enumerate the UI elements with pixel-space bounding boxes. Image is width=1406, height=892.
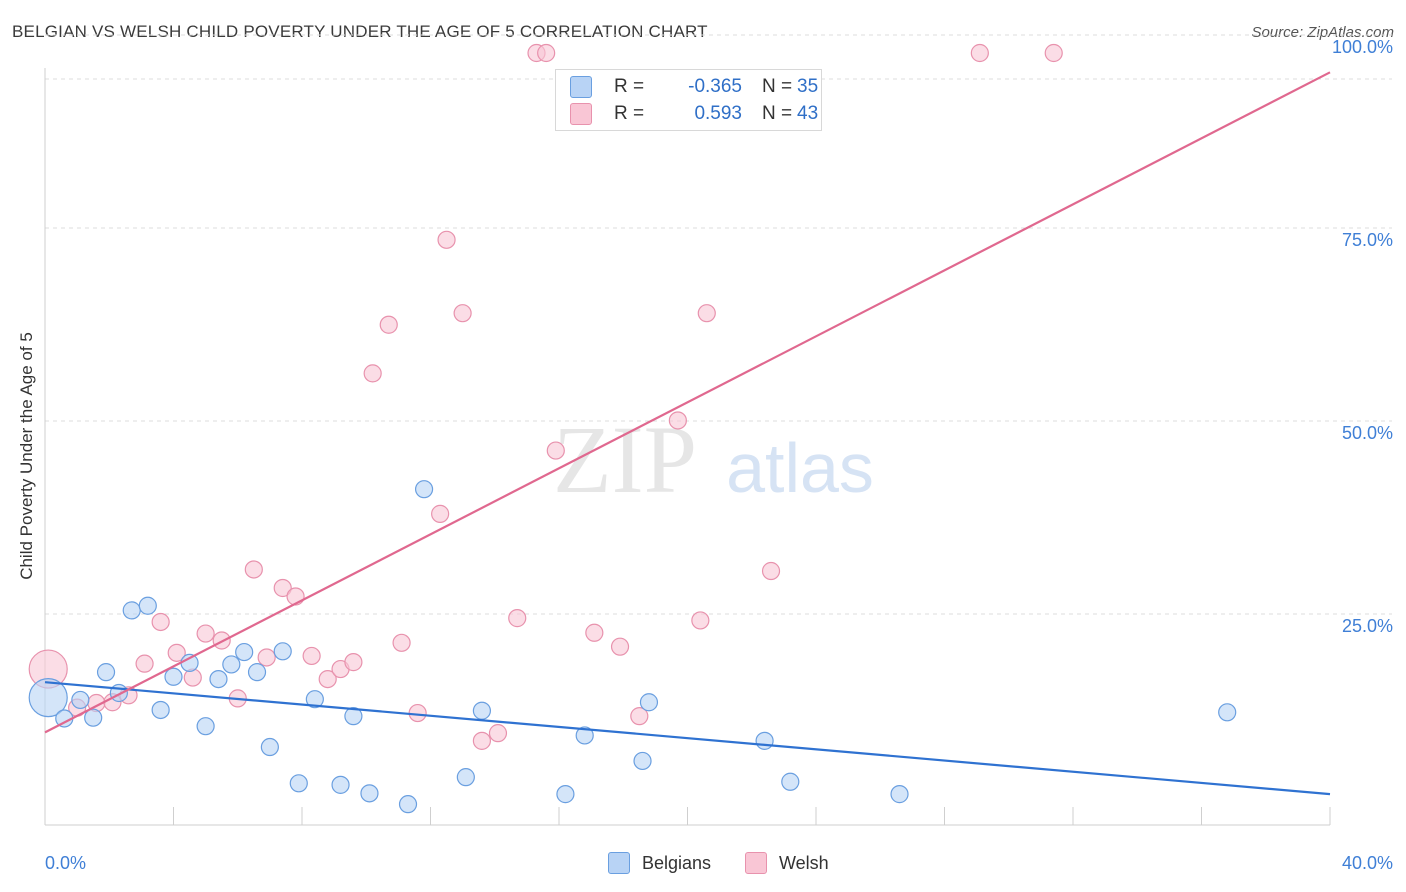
- watermark: ZIP atlas: [553, 406, 874, 513]
- belgians-point: [456, 768, 475, 787]
- welsh-point: [392, 633, 411, 652]
- belgians-point: [235, 642, 254, 662]
- belgians-point: [331, 775, 350, 794]
- belgians-point: [122, 601, 141, 620]
- belgians-swatch: [608, 852, 630, 874]
- welsh-point: [1044, 43, 1063, 63]
- belgians-point: [472, 701, 491, 720]
- welsh-point: [273, 578, 292, 598]
- welsh-point: [668, 411, 687, 430]
- welsh-point: [546, 441, 565, 460]
- welsh-swatch: [570, 103, 592, 125]
- belgians-point: [890, 785, 909, 804]
- welsh-point: [453, 304, 472, 323]
- x-tick-label: 40.0%: [1342, 853, 1393, 873]
- welsh-swatch: [745, 852, 767, 874]
- data-points: [28, 43, 1237, 814]
- belgians-swatch: [570, 76, 592, 98]
- belgians-point: [222, 655, 241, 674]
- welsh-point: [488, 724, 508, 743]
- belgians-point: [247, 663, 267, 682]
- welsh-point: [167, 643, 186, 662]
- belgians-point: [344, 707, 363, 726]
- legend-n-label: N =: [762, 103, 793, 124]
- welsh-point: [135, 654, 154, 673]
- legend-r-label: R =: [614, 103, 645, 124]
- chart-title: BELGIAN VS WELSH CHILD POVERTY UNDER THE…: [12, 22, 708, 41]
- y-tick-label: 100.0%: [1332, 37, 1393, 57]
- belgians-point: [138, 596, 157, 615]
- welsh-trend-line: [44, 71, 1331, 734]
- y-axis-label: Child Poverty Under the Age of 5: [17, 332, 36, 580]
- legend-label-welsh: Welsh: [779, 852, 829, 873]
- belgians-point: [289, 774, 308, 793]
- legend-n-value: 43: [797, 103, 819, 124]
- welsh-point: [585, 623, 604, 642]
- legend-item-belgians[interactable]: Belgians: [608, 852, 711, 874]
- belgians-trend-line: [44, 681, 1331, 796]
- belgians-point: [781, 772, 800, 791]
- legend-n-value: 35: [797, 76, 819, 97]
- legend-r-value: -0.365: [688, 76, 742, 97]
- legend-item-welsh[interactable]: Welsh: [745, 852, 829, 874]
- welsh-point: [318, 669, 337, 689]
- welsh-point: [257, 648, 276, 667]
- belgians-point: [151, 700, 170, 720]
- tick-labels: 25.0% 50.0% 75.0% 100.0% 0.0% 40.0%: [45, 37, 1393, 873]
- welsh-point: [970, 43, 989, 63]
- belgians-point: [755, 731, 774, 750]
- legend-label-belgians: Belgians: [642, 852, 712, 873]
- source-label: Source: ZipAtlas.com: [1251, 24, 1394, 41]
- welsh-point: [508, 609, 527, 628]
- belgians-point: [575, 726, 594, 745]
- belgians-point: [398, 795, 418, 814]
- correlation-legend: R = -0.365 N = 35 R = 0.593 N = 43: [555, 69, 822, 131]
- welsh-point: [151, 612, 170, 632]
- belgians-point: [305, 690, 324, 709]
- welsh-point: [610, 637, 630, 656]
- welsh-point: [431, 504, 450, 523]
- welsh-point: [344, 653, 363, 672]
- legend-r-value: 0.593: [694, 103, 742, 124]
- welsh-point: [537, 43, 556, 63]
- belgians-point: [414, 480, 434, 499]
- trend-lines: [44, 71, 1331, 796]
- belgians-point: [273, 642, 292, 661]
- belgians-point: [96, 663, 116, 682]
- belgians-point: [164, 667, 183, 686]
- belgians-point: [1218, 703, 1237, 722]
- belgians-point: [209, 669, 228, 689]
- welsh-point: [183, 668, 202, 687]
- belgians-point: [84, 708, 103, 727]
- welsh-point: [302, 646, 321, 666]
- belgians-point: [28, 678, 68, 718]
- welsh-point: [379, 315, 398, 334]
- welsh-point: [244, 560, 263, 579]
- belgians-point: [71, 690, 90, 710]
- welsh-point: [472, 731, 491, 750]
- welsh-point: [437, 230, 456, 249]
- x-tick-label: 0.0%: [45, 853, 86, 873]
- belgians-point: [360, 784, 379, 803]
- belgians-point: [556, 785, 575, 804]
- welsh-point: [691, 611, 710, 630]
- belgians-point: [633, 751, 652, 771]
- y-tick-label: 25.0%: [1342, 616, 1393, 636]
- y-tick-label: 75.0%: [1342, 230, 1393, 250]
- legend-n-label: N =: [762, 76, 793, 97]
- belgians-point: [196, 717, 215, 736]
- legend-r-label: R =: [614, 76, 645, 97]
- welsh-point: [363, 364, 382, 383]
- belgians-point: [639, 693, 659, 712]
- welsh-point: [697, 304, 716, 323]
- welsh-point: [761, 561, 781, 581]
- watermark-atlas: atlas: [726, 429, 874, 507]
- y-tick-label: 50.0%: [1342, 423, 1393, 443]
- welsh-point: [630, 707, 649, 726]
- welsh-point: [196, 624, 215, 643]
- belgians-point: [260, 737, 279, 757]
